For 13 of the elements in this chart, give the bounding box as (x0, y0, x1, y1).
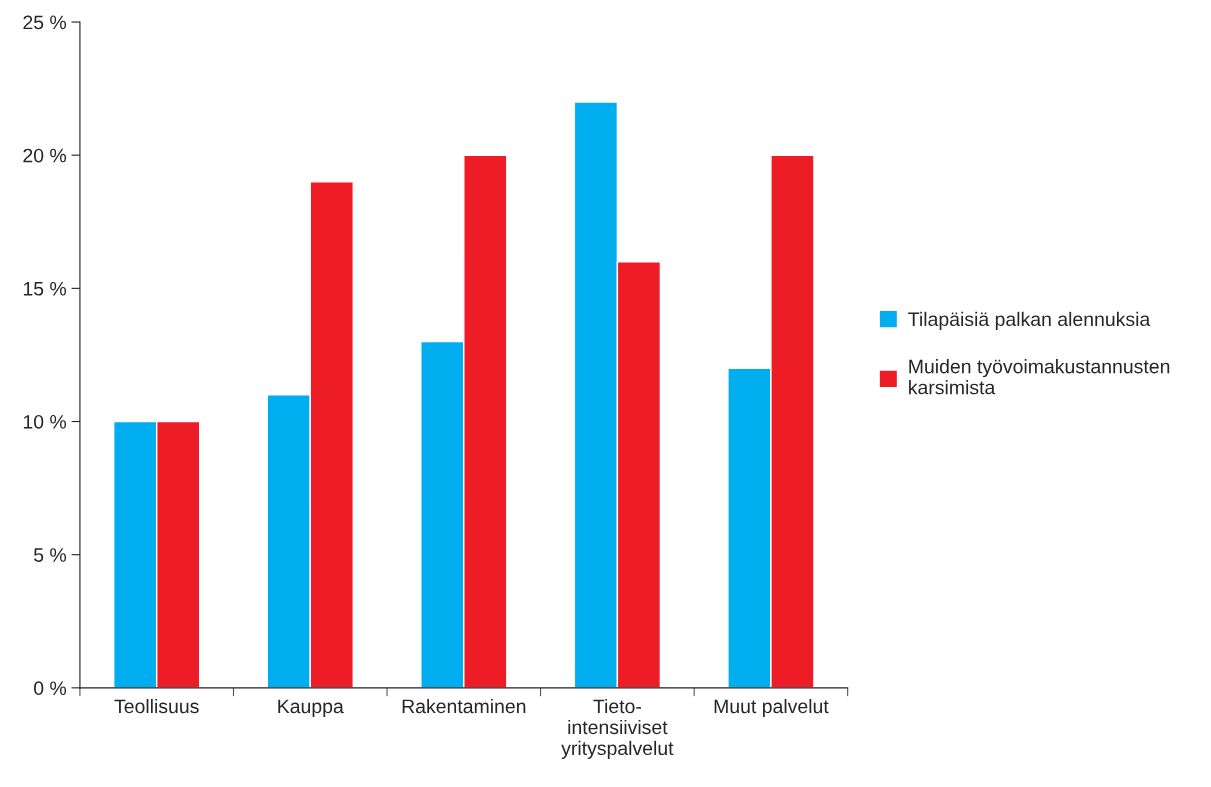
x-tick-label: Teollisuus (114, 698, 199, 714)
x-tick-label: Rakentaminen (402, 698, 526, 714)
legend-label: Tilapäisiä palkan alennuksia (908, 311, 1151, 330)
legend-label: Muiden työvoimakustannusten karsimista (909, 359, 1170, 395)
y-tick-label: 25 % (23, 15, 67, 30)
x-tick-label: Tieto- intensiiviset yrityspalvelut (561, 698, 674, 759)
y-tick-label: 5 % (34, 548, 67, 562)
y-tick-label: 0 % (33, 681, 67, 696)
y-tick-label: 10 % (23, 414, 67, 429)
y-tick-label: 15 % (23, 281, 67, 296)
x-tick-label: Muut palvelut (714, 698, 829, 718)
x-tick-label: Kauppa (278, 699, 344, 718)
y-tick-label: 20 % (23, 148, 67, 163)
